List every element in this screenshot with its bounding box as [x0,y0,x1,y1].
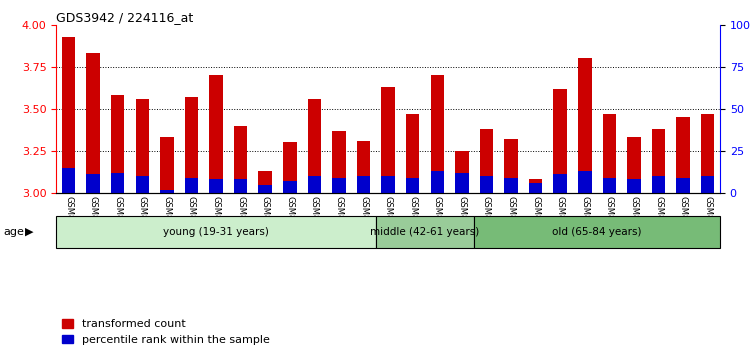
Bar [554,175,567,193]
Bar [701,114,715,193]
Bar [652,129,665,193]
Bar [430,75,444,193]
Bar [406,178,419,193]
Text: middle (42-61 years): middle (42-61 years) [370,227,480,237]
Bar [578,58,592,193]
Bar [701,176,715,193]
Bar [504,139,518,193]
Bar [184,178,198,193]
Bar [529,179,542,193]
Bar [209,179,223,193]
Bar [332,178,346,193]
Legend: transformed count, percentile rank within the sample: transformed count, percentile rank withi… [62,319,270,345]
Bar [627,137,640,193]
Bar [283,181,296,193]
Bar [602,178,616,193]
Bar [62,36,75,193]
Bar [676,178,690,193]
Bar [602,114,616,193]
Bar [86,53,100,193]
Bar [184,97,198,193]
Text: ▶: ▶ [25,227,33,237]
Bar [136,176,149,193]
Bar [529,183,542,193]
Bar [62,168,75,193]
Bar [308,99,321,193]
Bar [259,184,272,193]
Bar [357,176,370,193]
Bar [455,151,469,193]
Bar [455,173,469,193]
Bar [160,190,174,193]
Bar [652,176,665,193]
Text: GDS3942 / 224116_at: GDS3942 / 224116_at [56,11,194,24]
Text: age: age [4,227,25,237]
Bar [86,175,100,193]
Bar [56,216,376,248]
Bar [676,117,690,193]
Bar [234,179,248,193]
Bar [357,141,370,193]
Bar [430,171,444,193]
Bar [332,131,346,193]
Bar [376,216,474,248]
Bar [283,143,296,193]
Bar [474,216,720,248]
Bar [111,173,125,193]
Bar [381,176,395,193]
Bar [209,75,223,193]
Text: young (19-31 years): young (19-31 years) [163,227,269,237]
Bar [578,171,592,193]
Bar [160,137,174,193]
Text: old (65-84 years): old (65-84 years) [552,227,642,237]
Bar [136,99,149,193]
Bar [406,114,419,193]
Bar [308,176,321,193]
Bar [259,171,272,193]
Bar [480,176,494,193]
Bar [381,87,395,193]
Bar [480,129,494,193]
Bar [554,89,567,193]
Bar [627,179,640,193]
Bar [111,96,125,193]
Bar [234,126,248,193]
Bar [504,178,518,193]
